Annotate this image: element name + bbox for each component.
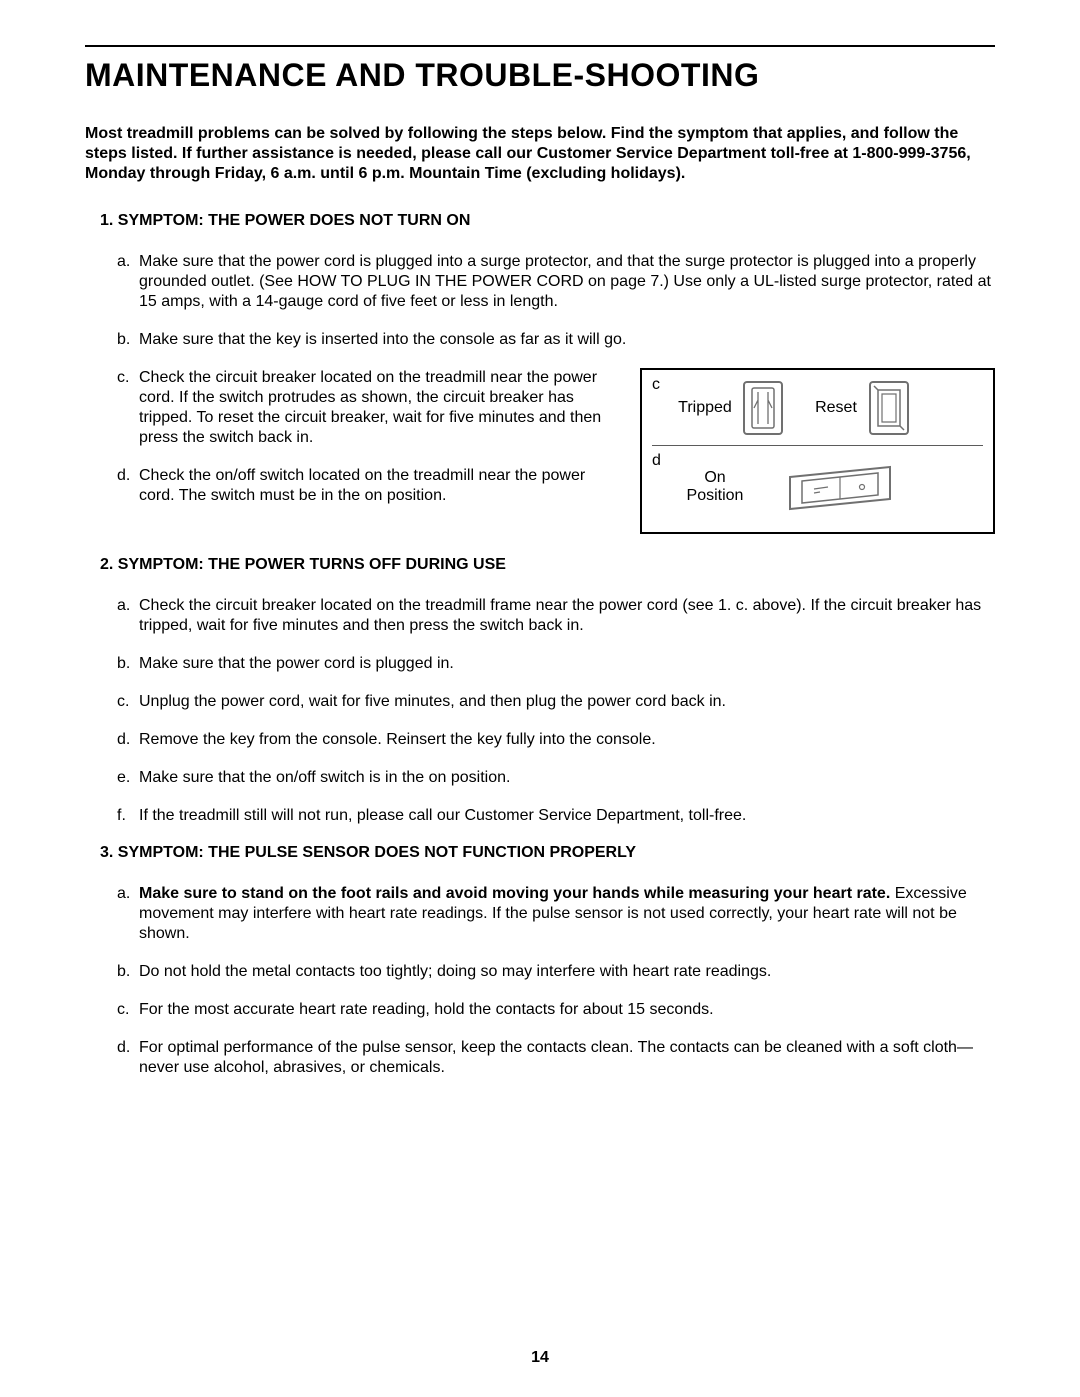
step-text: Unplug the power cord, wait for five min… (139, 692, 995, 712)
step-2b: b.Make sure that the power cord is plugg… (117, 654, 995, 674)
step-3a: a. Make sure to stand on the foot rails … (117, 884, 995, 944)
step-text: If the treadmill still will not run, ple… (139, 806, 995, 826)
figure-row-c: c Tripped Reset (652, 376, 983, 446)
step-text: Check the circuit breaker located on the… (139, 368, 620, 448)
step-1b: b. Make sure that the key is inserted in… (117, 330, 995, 350)
step-label: c. (117, 1000, 139, 1020)
step-1c: c. Check the circuit breaker located on … (117, 368, 620, 448)
step-text: For the most accurate heart rate reading… (139, 1000, 995, 1020)
step-2e: e.Make sure that the on/off switch is in… (117, 768, 995, 788)
step-label: a. (117, 252, 139, 312)
symptom-3-heading: 3. SYMPTOM: THE PULSE SENSOR DOES NOT FU… (100, 844, 995, 862)
step-2a: a.Check the circuit breaker located on t… (117, 596, 995, 636)
tripped-switch-icon (740, 380, 786, 436)
step-2c: c.Unplug the power cord, wait for five m… (117, 692, 995, 712)
step-label: b. (117, 654, 139, 674)
step-text: Make sure that the power cord is plugged… (139, 654, 995, 674)
page-number: 14 (0, 1349, 1080, 1367)
step-1d: d. Check the on/off switch located on th… (117, 466, 620, 506)
step-label: f. (117, 806, 139, 826)
step-text: For optimal performance of the pulse sen… (139, 1038, 995, 1078)
symptom-1-heading: 1. SYMPTOM: THE POWER DOES NOT TURN ON (100, 212, 995, 230)
figure-tripped-label: Tripped (670, 399, 740, 417)
step-1a: a. Make sure that the power cord is plug… (117, 252, 995, 312)
step-text: Do not hold the metal contacts too tight… (139, 962, 995, 982)
step-label: c. (117, 692, 139, 712)
step-label: d. (117, 1038, 139, 1078)
top-divider (85, 45, 995, 47)
step-3d: d.For optimal performance of the pulse s… (117, 1038, 995, 1078)
step-label: a. (117, 596, 139, 636)
figure-position-text: Position (687, 487, 744, 505)
steps-with-figure: c. Check the circuit breaker located on … (117, 368, 995, 534)
step-text: Make sure that the key is inserted into … (139, 330, 995, 350)
step-label: b. (117, 330, 139, 350)
step-label: c. (117, 368, 139, 448)
step-2d: d.Remove the key from the console. Reins… (117, 730, 995, 750)
reset-switch-icon (866, 380, 912, 436)
step-label: d. (117, 466, 139, 506)
step-3c: c.For the most accurate heart rate readi… (117, 1000, 995, 1020)
figure-onposition-label: On Position (670, 469, 760, 506)
step-3a-bold: Make sure to stand on the foot rails and… (139, 885, 890, 902)
step-text: Make sure that the on/off switch is in t… (139, 768, 995, 788)
step-text: Check the circuit breaker located on the… (139, 596, 995, 636)
page-title: MAINTENANCE AND TROUBLE-SHOOTING (85, 57, 995, 94)
step-text: Make sure that the power cord is plugged… (139, 252, 995, 312)
figure-label-d: d (652, 452, 670, 470)
step-2f: f.If the treadmill still will not run, p… (117, 806, 995, 826)
step-label: d. (117, 730, 139, 750)
manual-page: MAINTENANCE AND TROUBLE-SHOOTING Most tr… (0, 0, 1080, 1397)
step-text: Make sure to stand on the foot rails and… (139, 884, 995, 944)
step-text: Remove the key from the console. Reinser… (139, 730, 995, 750)
step-text: Check the on/off switch located on the t… (139, 466, 620, 506)
figure-row-d: d On Position (652, 452, 983, 522)
step-label: e. (117, 768, 139, 788)
circuit-breaker-figure: c Tripped Reset (640, 368, 995, 534)
symptom-2-heading: 2. SYMPTOM: THE POWER TURNS OFF DURING U… (100, 556, 995, 574)
figure-on-text: On (704, 469, 725, 487)
step-3b: b.Do not hold the metal contacts too tig… (117, 962, 995, 982)
on-switch-icon (760, 459, 920, 515)
intro-paragraph: Most treadmill problems can be solved by… (85, 124, 995, 184)
step-label: b. (117, 962, 139, 982)
figure-label-c: c (652, 376, 670, 394)
figure-reset-label: Reset (806, 399, 866, 417)
step-label: a. (117, 884, 139, 944)
